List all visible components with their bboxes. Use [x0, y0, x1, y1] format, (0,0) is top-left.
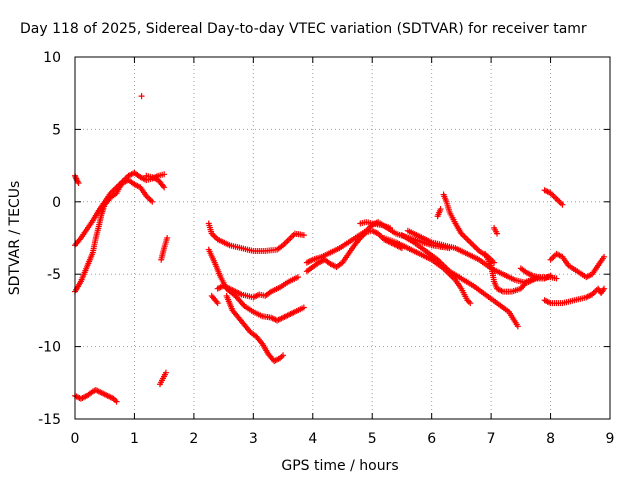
data-point	[552, 194, 559, 201]
data-point	[253, 292, 260, 299]
data-point	[547, 272, 554, 279]
data-point	[274, 356, 281, 363]
y-tick-label: -5	[47, 267, 61, 283]
data-point	[161, 184, 168, 191]
data-point	[554, 197, 561, 204]
data-point	[387, 224, 394, 231]
x-tick-label: 3	[249, 431, 258, 447]
data-point	[557, 200, 564, 207]
data-point	[300, 304, 307, 311]
y-tick-label: -15	[38, 412, 61, 428]
data-point	[514, 323, 521, 330]
data-point	[138, 93, 145, 100]
data-point	[162, 369, 169, 376]
data-point	[300, 232, 307, 239]
data-point	[437, 206, 444, 213]
x-tick-label: 0	[71, 431, 80, 447]
ticks-layer	[74, 56, 611, 420]
data-point	[491, 259, 498, 266]
data-point	[149, 198, 156, 205]
y-axis-label: SDTVAR / TECUs	[7, 181, 23, 296]
data-point	[161, 171, 168, 178]
data-point	[559, 201, 566, 208]
data-point	[147, 197, 154, 204]
x-tick-label: 4	[308, 431, 317, 447]
data-point	[462, 235, 469, 241]
data-point	[586, 272, 593, 279]
data-point	[366, 224, 373, 231]
x-tick-label: 5	[368, 431, 377, 447]
data-point	[553, 275, 560, 282]
y-tick-labels: 10 5 0 -5 -10 -15	[38, 50, 61, 428]
data-point	[464, 236, 471, 243]
data-point	[535, 274, 542, 281]
data-point	[286, 236, 292, 243]
data-point	[442, 263, 449, 270]
grid-layer	[75, 57, 610, 419]
y-tick-label: 5	[52, 122, 61, 138]
data-point	[494, 230, 501, 237]
data-point	[470, 242, 477, 249]
data-point	[164, 235, 171, 241]
x-axis-label: GPS time / hours	[281, 458, 398, 474]
data-point	[280, 352, 287, 359]
data-point	[284, 237, 291, 244]
data-point	[550, 193, 557, 200]
data-point	[294, 274, 301, 281]
x-tick-label: 1	[130, 431, 139, 447]
x-tick-label: 9	[606, 431, 615, 447]
data-point	[601, 253, 608, 260]
data-point	[74, 394, 81, 401]
data-point	[283, 239, 290, 246]
data-point	[473, 245, 480, 252]
x-tick-label: 6	[427, 431, 436, 447]
data-point	[497, 287, 504, 294]
data-point	[214, 300, 221, 307]
data-point	[467, 300, 474, 307]
data-point	[75, 179, 82, 186]
data-point	[556, 252, 563, 259]
data-point	[544, 298, 551, 305]
data-point	[461, 233, 468, 240]
data-point	[553, 195, 560, 202]
y-tick-label: -10	[38, 340, 61, 356]
data-point	[113, 398, 120, 405]
data-point	[290, 232, 297, 239]
data-point	[467, 239, 474, 246]
data-point	[547, 256, 554, 263]
points-layer	[72, 93, 608, 405]
x-tick-labels: 0 1 2 3 4 5 6 7 8 9	[71, 431, 615, 447]
data-point	[468, 240, 475, 247]
x-tick-label: 2	[189, 431, 198, 447]
data-point	[544, 274, 551, 281]
data-point	[146, 195, 153, 202]
data-point	[287, 235, 294, 241]
x-tick-label: 7	[487, 431, 496, 447]
data-point	[601, 285, 608, 292]
y-tick-label: 0	[52, 195, 61, 211]
data-point	[544, 188, 551, 195]
data-point	[471, 243, 478, 250]
plot-frame	[74, 56, 611, 420]
chart-title: Day 118 of 2025, Sidereal Day-to-day VTE…	[20, 21, 587, 37]
data-point	[549, 255, 556, 262]
x-tick-label: 8	[546, 431, 555, 447]
data-point	[443, 265, 450, 272]
data-point	[465, 237, 472, 244]
data-point	[211, 233, 218, 240]
data-point	[556, 198, 563, 205]
y-tick-label: 10	[43, 50, 61, 66]
data-point	[372, 229, 379, 236]
